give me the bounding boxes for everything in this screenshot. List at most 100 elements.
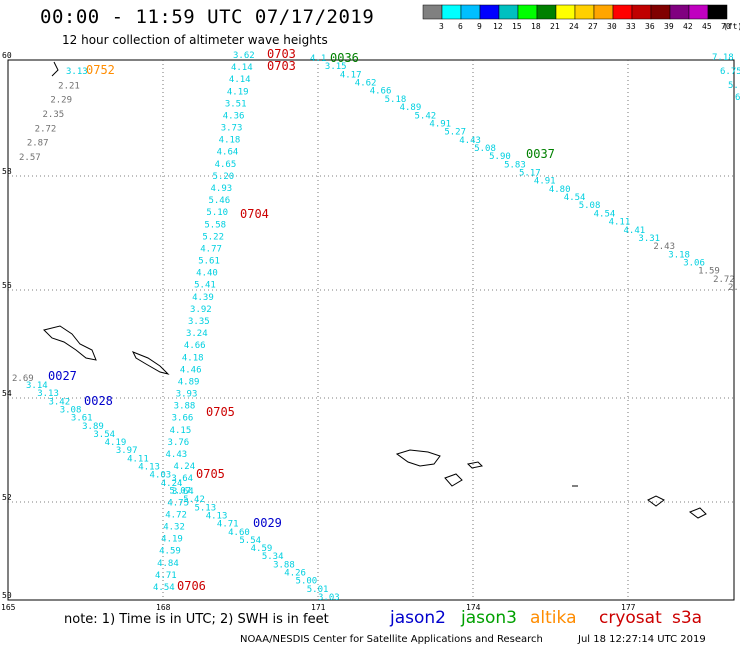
track-a-value: 4.59 — [159, 547, 181, 557]
orbit-label: 0027 — [48, 369, 77, 383]
track-a-value: 4.14 — [229, 75, 251, 85]
legend-swatch — [480, 5, 499, 19]
track-b-value: 2.1 — [728, 283, 740, 293]
track-a-value: 4.24 — [173, 462, 195, 472]
legend-swatch — [518, 5, 537, 19]
track-a-value: 4.93 — [211, 184, 233, 194]
track-a-value: 3.24 — [186, 329, 208, 339]
coastline — [468, 462, 482, 468]
orbit-label: 0705 — [206, 405, 235, 419]
track-right-value: 7.18 — [712, 53, 734, 63]
track-gray-value: 2.21 — [58, 81, 80, 91]
track-gray-value: 3.13 — [66, 67, 88, 77]
track-gray-value: 2.87 — [27, 139, 49, 149]
legend-tick: 45 — [702, 22, 712, 31]
orbit-label: 0036 — [330, 51, 359, 65]
longitude-label: 168 — [156, 603, 171, 612]
legend-tick: 36 — [645, 22, 655, 31]
track-c-value: 3.03 — [318, 593, 340, 603]
track-a-value: 4.36 — [223, 111, 245, 121]
track-a-value: 4.65 — [215, 160, 237, 170]
track-a-value: 4.39 — [192, 293, 214, 303]
legend-swatch — [575, 5, 594, 19]
track-a-value: 4.18 — [219, 136, 241, 146]
legend-tick: 39 — [664, 22, 674, 31]
coastline — [690, 508, 706, 518]
legend-swatch — [613, 5, 632, 19]
legend-tick: 6 — [458, 22, 463, 31]
coastline — [44, 326, 96, 360]
orbit-label: 0752 — [86, 63, 115, 77]
longitude-label: 165 — [1, 603, 16, 612]
latitude-label: 50 — [2, 591, 12, 600]
latitude-label: 60 — [2, 51, 12, 60]
track-a-value: 4.15 — [170, 426, 192, 436]
track-a-value: 5.61 — [198, 257, 220, 267]
latitude-label: 54 — [2, 389, 12, 398]
latitude-label: 56 — [2, 281, 12, 290]
legend-swatch — [670, 5, 689, 19]
legend-swatch — [651, 5, 670, 19]
legend-swatch — [499, 5, 518, 19]
legend-swatch — [632, 5, 651, 19]
coastline — [133, 352, 168, 374]
orbit-label: 0704 — [240, 207, 269, 221]
map-figure: 00:00 - 11:59 UTC 07/17/2019 12 hour col… — [0, 0, 740, 650]
coastline — [397, 450, 440, 466]
track-a-value: 4.43 — [166, 450, 188, 460]
legend-swatch — [423, 5, 442, 19]
legend-tick: 3 — [439, 22, 444, 31]
track-a-value: 4.32 — [163, 523, 185, 533]
track-a-value: 5.41 — [194, 281, 216, 291]
legend-tick: 24 — [569, 22, 579, 31]
latitude-label: 58 — [2, 167, 12, 176]
legend-altika: altika — [530, 608, 577, 628]
track-a-value: 4.54 — [153, 583, 175, 593]
track-a-value: 3.73 — [221, 124, 243, 134]
legend-swatch — [708, 5, 727, 19]
legend-jason3: jason3 — [461, 608, 517, 628]
track-a-value: 4.64 — [217, 148, 239, 158]
altimeter-map: 605856545250165 168 171 174 1773 6 9 12 15 18 21 24… — [0, 0, 740, 650]
track-gray-value: 2.72 — [35, 124, 57, 134]
track-right-value: 6 — [735, 93, 740, 103]
track-a-value: 4.84 — [157, 559, 179, 569]
legend-tick: 15 — [512, 22, 522, 31]
track-a-value: 4.19 — [161, 535, 183, 545]
credit-timestamp: Jul 18 12:27:14 UTC 2019 — [578, 634, 706, 645]
legend-unit: (ft) — [723, 22, 740, 31]
track-a-value: 4.46 — [180, 365, 202, 375]
credit-text: NOAA/NESDIS Center for Satellite Applica… — [240, 634, 543, 645]
legend-tick: 18 — [531, 22, 541, 31]
track-a-value: 4.19 — [227, 87, 249, 97]
legend-jason2: jason2 — [390, 608, 446, 628]
legend-cryosat: cryosat — [599, 608, 662, 628]
track-a-value: 5.20 — [213, 172, 235, 182]
track-c-start-value: 2.69 — [12, 374, 34, 384]
legend-tick: 27 — [588, 22, 598, 31]
track-a-value: 3.62 — [233, 51, 255, 61]
track-a-value: 4.72 — [165, 510, 187, 520]
track-a-value: 4.89 — [178, 377, 200, 387]
map-frame — [8, 60, 734, 600]
track-a-value: 3.76 — [168, 438, 190, 448]
legend-swatch — [689, 5, 708, 19]
track-a-value: 4.18 — [182, 353, 204, 363]
legend-tick: 21 — [550, 22, 560, 31]
track-a-value: 3.93 — [176, 390, 198, 400]
latitude-label: 52 — [2, 493, 12, 502]
track-a-value: 4.77 — [200, 244, 222, 254]
track-gray-value: 2.35 — [43, 110, 65, 120]
track-right-value: 6.75 — [720, 67, 740, 77]
track-a-value: 5.10 — [206, 208, 228, 218]
track-a-value: 5.22 — [202, 232, 224, 242]
orbit-label: 0703 — [267, 59, 296, 73]
footer-note: note: 1) Time is in UTC; 2) SWH is in fe… — [64, 612, 329, 627]
orbit-label: 0029 — [253, 516, 282, 530]
coastline — [445, 474, 462, 486]
track-a-value: 4.40 — [196, 269, 218, 279]
track-a-value: 3.35 — [188, 317, 210, 327]
orbit-label: 0705 — [196, 467, 225, 481]
track-a-value: 3.88 — [174, 402, 196, 412]
legend-tick: 42 — [683, 22, 693, 31]
